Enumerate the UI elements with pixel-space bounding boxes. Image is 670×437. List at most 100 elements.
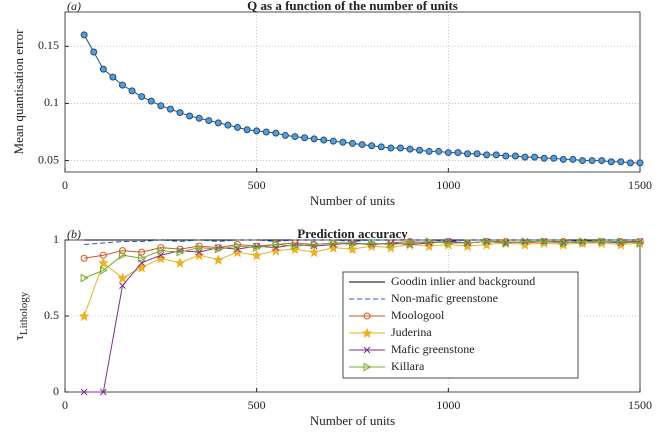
marker — [205, 117, 213, 125]
marker — [416, 146, 424, 154]
marker — [80, 254, 88, 262]
marker — [396, 144, 404, 152]
marker — [174, 257, 186, 268]
marker — [559, 238, 568, 248]
marker — [301, 134, 309, 142]
x-tick-label: 1500 — [628, 178, 652, 192]
marker — [550, 154, 558, 162]
x-tick-label: 1500 — [628, 398, 652, 412]
legend-marker — [361, 327, 373, 339]
marker — [636, 159, 644, 167]
marker — [483, 151, 491, 159]
marker — [483, 237, 492, 246]
marker — [147, 97, 155, 105]
y-tick-label: 0.15 — [38, 38, 59, 52]
marker — [598, 157, 606, 165]
marker — [119, 282, 126, 289]
marker — [253, 127, 261, 135]
legend-label: Goodin inlier and background — [391, 274, 535, 288]
marker — [435, 147, 443, 155]
marker — [598, 237, 607, 246]
marker — [569, 155, 577, 163]
marker — [310, 240, 319, 249]
chart-title: Prediction accuracy — [297, 226, 408, 241]
series-line — [84, 239, 640, 246]
y-axis-subscript: Lithology — [18, 291, 30, 335]
marker — [607, 158, 615, 166]
marker — [157, 246, 166, 255]
marker — [157, 102, 165, 110]
marker — [329, 137, 337, 145]
marker — [243, 126, 251, 134]
marker — [368, 142, 376, 150]
marker — [272, 129, 280, 137]
marker — [531, 153, 539, 161]
marker — [540, 154, 548, 162]
y-axis-label: τLithology — [11, 291, 30, 340]
marker — [291, 133, 299, 141]
marker — [195, 243, 204, 252]
marker — [310, 135, 318, 143]
marker — [425, 147, 433, 155]
marker — [195, 114, 203, 122]
marker — [464, 238, 473, 248]
marker — [425, 237, 434, 246]
marker — [377, 143, 385, 151]
marker — [166, 105, 174, 113]
marker — [464, 150, 471, 158]
marker — [387, 240, 396, 249]
legend-label: Mafic greenstone — [391, 342, 475, 356]
marker — [349, 240, 358, 249]
marker — [579, 157, 586, 165]
y-axis-label: Mean quantisation error — [11, 29, 26, 155]
marker — [272, 240, 281, 249]
marker — [176, 109, 184, 117]
marker — [119, 81, 126, 89]
marker — [291, 241, 300, 251]
panel-label: (b) — [67, 227, 81, 241]
marker — [308, 246, 320, 258]
marker — [540, 237, 549, 246]
marker — [320, 136, 328, 144]
x-tick-label: 0 — [62, 178, 68, 192]
marker — [80, 273, 89, 283]
marker — [136, 262, 147, 273]
marker — [617, 237, 626, 246]
marker — [521, 237, 530, 246]
legend-label: Killara — [391, 359, 425, 373]
marker — [387, 144, 395, 152]
x-tick-label: 500 — [248, 398, 266, 412]
marker — [232, 246, 243, 258]
marker — [138, 93, 146, 101]
marker — [251, 249, 262, 261]
marker — [473, 150, 481, 158]
marker — [559, 155, 567, 163]
marker — [138, 248, 146, 256]
marker — [119, 250, 128, 260]
marker — [80, 388, 88, 396]
marker — [270, 245, 282, 256]
legend-marker — [363, 312, 371, 320]
marker — [368, 238, 377, 248]
y-axis-symbol: τ — [11, 335, 26, 340]
x-tick-label: 1000 — [436, 398, 460, 412]
legend-label: Moologool — [391, 308, 445, 322]
y-tick-label: 0.5 — [44, 308, 59, 322]
y-tick-label: 0.1 — [44, 95, 59, 109]
x-tick-label: 0 — [62, 398, 68, 412]
marker — [406, 145, 414, 153]
marker — [579, 237, 588, 246]
marker — [99, 65, 107, 73]
marker — [117, 272, 128, 284]
marker — [214, 244, 223, 254]
marker — [80, 31, 88, 39]
legend-marker — [363, 346, 371, 354]
marker — [454, 149, 462, 157]
marker — [262, 128, 270, 136]
marker — [78, 310, 90, 322]
marker — [358, 141, 366, 149]
marker — [138, 253, 147, 263]
marker — [99, 266, 108, 275]
marker — [224, 121, 232, 129]
